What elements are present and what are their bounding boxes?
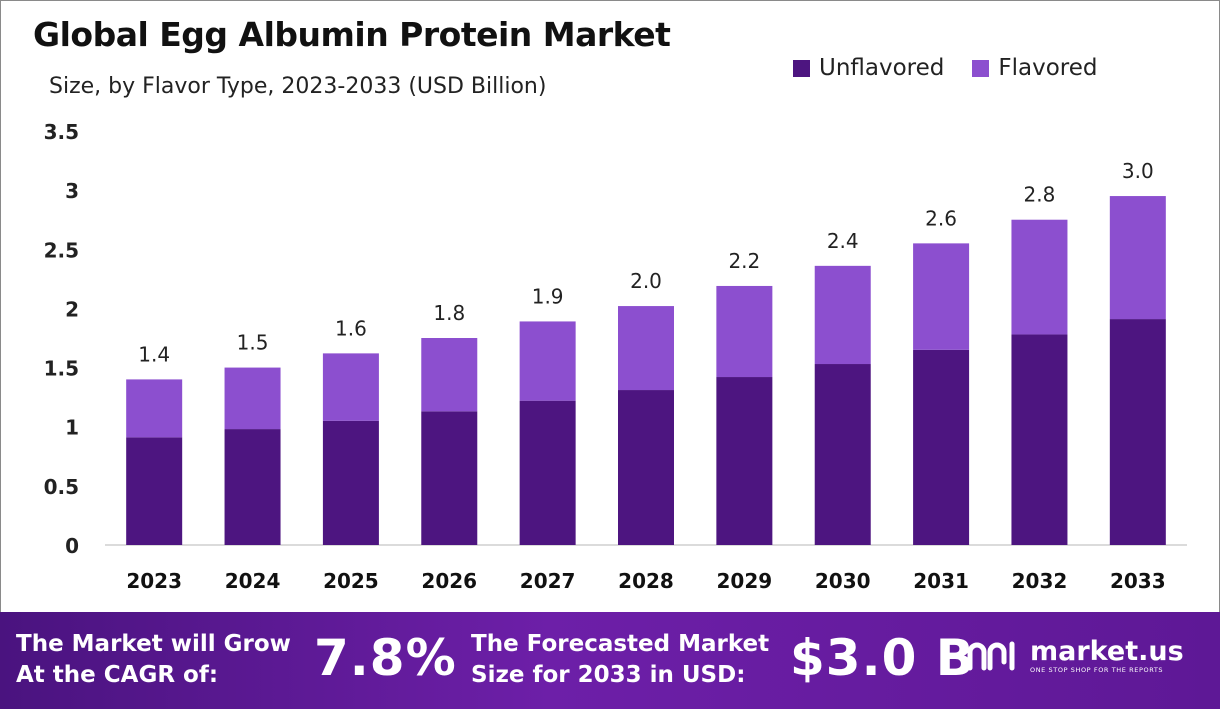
data-label-total: 2.8	[1024, 183, 1056, 207]
bar-flavored-2027	[519, 321, 576, 401]
data-label-total: 1.4	[138, 342, 170, 366]
cagr-label-line1: The Market will Grow	[16, 631, 291, 657]
forecast-value: $3.0 B	[790, 629, 975, 687]
bar-unflavored-2031	[913, 349, 970, 545]
bar-chart: 0 0.5 1 1.5 2 2.5 3 3.5 1.4 2023 1.5 2024 1.6 2025 1.8…	[44, 120, 1187, 593]
y-tick-label: 1.5	[44, 357, 79, 381]
legend-label-unflavored: Unflavored	[819, 55, 945, 81]
x-tick-label: 2024	[225, 569, 281, 593]
bar-flavored-2030	[814, 265, 871, 365]
x-tick-label: 2029	[717, 569, 773, 593]
bar-flavored-2026	[421, 338, 478, 412]
cagr-value: 7.8%	[314, 629, 457, 687]
footer-banner: The Market will Grow At the CAGR of: 7.8…	[0, 612, 1220, 709]
x-tick-label: 2027	[520, 569, 576, 593]
bar-unflavored-2023	[126, 437, 183, 545]
bar-unflavored-2030	[814, 364, 871, 545]
bar-unflavored-2032	[1011, 334, 1068, 545]
cagr-label-line2: At the CAGR of:	[16, 662, 219, 688]
bar-flavored-2023	[126, 379, 183, 438]
y-tick-label: 2.5	[44, 238, 79, 262]
y-tick-label: 3.5	[44, 120, 79, 144]
bar-unflavored-2028	[618, 390, 674, 545]
data-label-total: 2.6	[925, 206, 957, 230]
x-tick-label: 2033	[1110, 569, 1166, 593]
brand-text: market.us ONE STOP SHOP FOR THE REPORTS	[1030, 636, 1184, 675]
x-tick-label: 2031	[913, 569, 969, 593]
y-tick-label: 2	[65, 297, 79, 321]
x-tick-label: 2023	[126, 569, 182, 593]
x-tick-label: 2025	[323, 569, 379, 593]
forecast-label: The Forecasted Market Size for 2033 in U…	[471, 629, 769, 691]
bar-flavored-2024	[224, 367, 281, 430]
market-us-logo-icon	[967, 641, 1015, 671]
bar-flavored-2032	[1011, 219, 1068, 335]
chart-legend: Unflavored Flavored	[793, 55, 1098, 81]
bar-flavored-2029	[716, 285, 773, 378]
bar-unflavored-2024	[224, 429, 281, 545]
bar-unflavored-2027	[519, 400, 576, 545]
legend-swatch-unflavored	[793, 59, 810, 77]
data-label-total: 2.2	[728, 249, 760, 273]
data-label-total: 2.0	[630, 269, 662, 293]
legend-item-flavored: Flavored	[972, 55, 1098, 81]
data-label-total: 1.9	[532, 284, 564, 308]
bar-flavored-2033	[1109, 196, 1166, 320]
bar-flavored-2031	[913, 243, 970, 350]
legend-item-unflavored: Unflavored	[793, 55, 944, 81]
bar-unflavored-2025	[322, 420, 379, 545]
y-tick-label: 3	[65, 179, 79, 203]
x-tick-label: 2028	[618, 569, 674, 593]
bar-unflavored-2026	[421, 411, 478, 545]
data-label-total: 2.4	[827, 229, 859, 253]
brand-name: market.us	[1030, 636, 1184, 667]
y-tick-label: 0.5	[44, 475, 79, 499]
bar-flavored-2025	[322, 353, 379, 421]
x-tick-label: 2030	[815, 569, 871, 593]
data-label-total: 1.5	[237, 331, 269, 355]
bar-unflavored-2033	[1109, 319, 1166, 545]
chart-subtitle: Size, by Flavor Type, 2023-2033 (USD Bil…	[49, 74, 547, 99]
x-tick-label: 2026	[421, 569, 477, 593]
forecast-label-line2: Size for 2033 in USD:	[471, 662, 746, 688]
x-tick-label: 2032	[1012, 569, 1068, 593]
data-label-total: 1.8	[433, 301, 465, 325]
bar-unflavored-2029	[716, 377, 773, 545]
legend-label-flavored: Flavored	[998, 55, 1098, 81]
data-label-total: 3.0	[1122, 159, 1154, 183]
brand-logo: market.us ONE STOP SHOP FOR THE REPORTS	[966, 638, 1184, 674]
bar-flavored-2028	[618, 306, 674, 391]
chart-title: Global Egg Albumin Protein Market	[33, 15, 671, 54]
legend-swatch-flavored	[972, 59, 990, 77]
y-tick-label: 0	[65, 534, 79, 558]
cagr-label: The Market will Grow At the CAGR of:	[16, 629, 291, 691]
forecast-label-line1: The Forecasted Market	[471, 631, 770, 657]
brand-tagline: ONE STOP SHOP FOR THE REPORTS	[1030, 666, 1164, 674]
data-label-total: 1.6	[335, 316, 367, 340]
y-tick-label: 1	[65, 416, 79, 440]
